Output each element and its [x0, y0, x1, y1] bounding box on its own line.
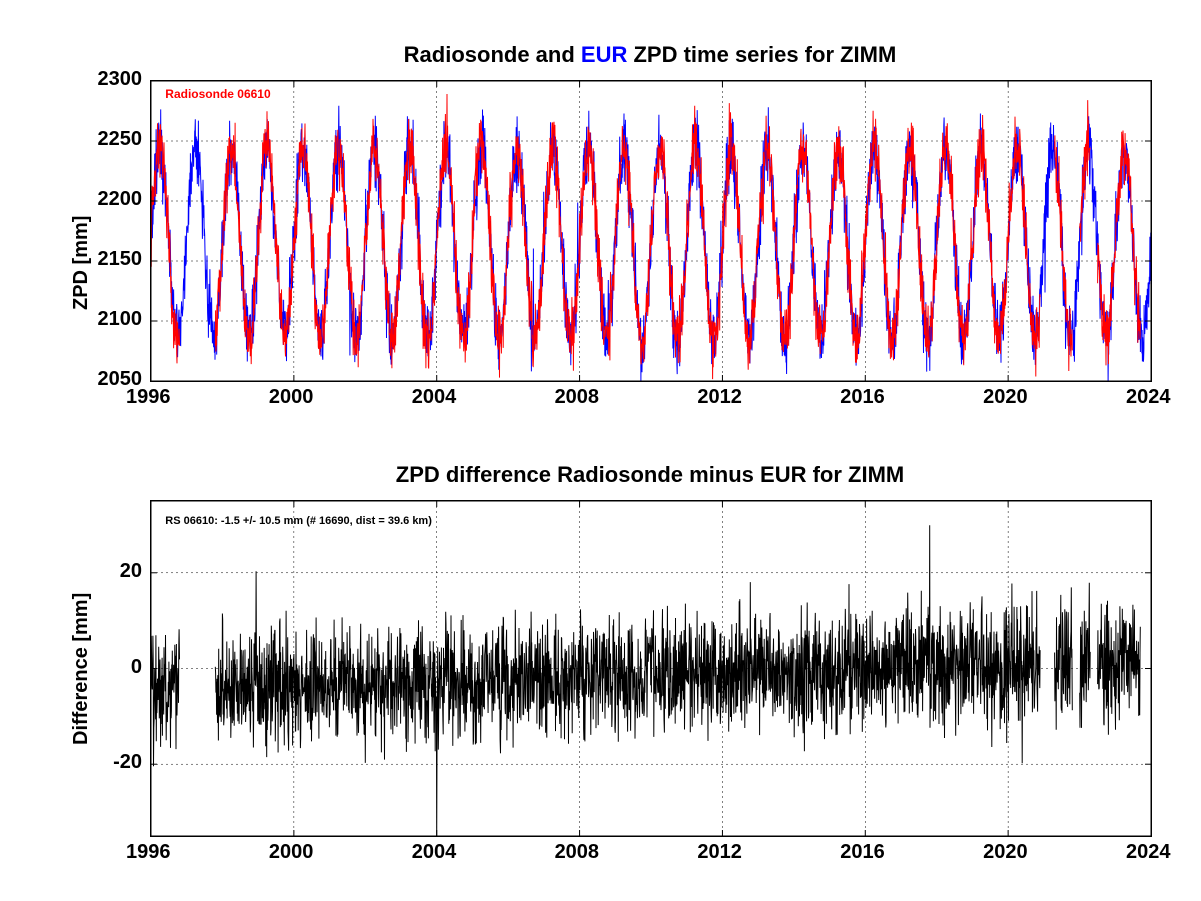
xtick-label: 2008 [555, 841, 600, 864]
title-mid: EUR [581, 42, 627, 67]
xtick-label: 2012 [697, 386, 742, 409]
top-chart-ylabel: ZPD [mm] [70, 216, 93, 310]
ytick-label: 2200 [98, 188, 143, 211]
xtick-label: 2020 [983, 841, 1028, 864]
bottom-chart-ylabel: Difference [mm] [70, 593, 93, 745]
ytick-label: 20 [120, 560, 142, 583]
ytick-label: 2300 [98, 68, 143, 91]
xtick-label: 2000 [269, 841, 314, 864]
xtick-label: 2020 [983, 386, 1028, 409]
title-prefix: Radiosonde and [404, 42, 581, 67]
xtick-label: 2000 [269, 386, 314, 409]
xtick-label: 2016 [840, 386, 885, 409]
xtick-label: 2024 [1126, 386, 1171, 409]
top-chart-title: Radiosonde and EUR ZPD time series for Z… [150, 42, 1150, 68]
series-diff [1080, 583, 1091, 728]
series-diff [151, 629, 180, 766]
xtick-label: 2004 [412, 841, 457, 864]
xtick-label: 2008 [555, 386, 600, 409]
ytick-label: -20 [113, 751, 142, 774]
bottom-chart-axes: RS 06610: -1.5 +/- 10.5 mm (# 16690, dis… [150, 500, 1152, 837]
ytick-label: 2250 [98, 128, 143, 151]
xtick-label: 2024 [1126, 841, 1171, 864]
figure: Radiosonde and EUR ZPD time series for Z… [0, 0, 1201, 901]
top-chart-annotation: Radiosonde 06610 [165, 87, 270, 101]
series-diff [1098, 601, 1141, 735]
top-chart-axes: Radiosonde 06610 [150, 80, 1152, 382]
series-diff [1055, 587, 1073, 729]
ytick-label: 2150 [98, 248, 143, 271]
xtick-label: 2012 [697, 841, 742, 864]
xtick-label: 1996 [126, 386, 171, 409]
ytick-label: 2100 [98, 308, 143, 331]
xtick-label: 1996 [126, 841, 171, 864]
xtick-label: 2016 [840, 841, 885, 864]
bottom-chart-annotation: RS 06610: -1.5 +/- 10.5 mm (# 16690, dis… [165, 515, 432, 527]
bottom-chart-title: ZPD difference Radiosonde minus EUR for … [150, 462, 1150, 488]
ytick-label: 0 [131, 656, 142, 679]
xtick-label: 2004 [412, 386, 457, 409]
series-diff [215, 525, 1040, 836]
series-Radiosonde [1098, 131, 1141, 366]
title-suffix: ZPD time series for ZIMM [627, 42, 896, 67]
series-Radiosonde [1080, 100, 1091, 242]
